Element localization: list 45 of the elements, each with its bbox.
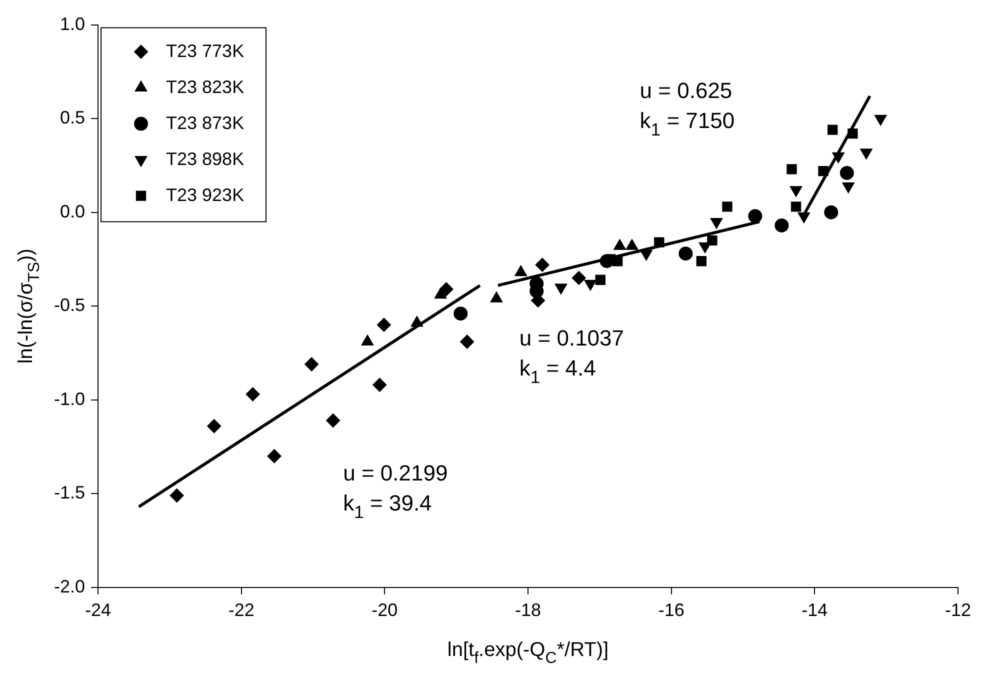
y-tick-label: -2.0 xyxy=(54,576,86,596)
point xyxy=(372,378,387,392)
x-tick-label: -18 xyxy=(515,600,542,620)
x-tick-label: -24 xyxy=(85,600,112,620)
legend-label: T23 823K xyxy=(166,76,244,97)
point xyxy=(460,334,474,349)
x-tick-label: -12 xyxy=(944,600,972,620)
legend-label: T23 898K xyxy=(166,148,244,169)
point xyxy=(827,124,838,135)
point xyxy=(678,246,693,261)
x-tick-label: -22 xyxy=(228,600,254,620)
point xyxy=(170,488,184,503)
legend-label: T23 773K xyxy=(166,40,244,61)
point xyxy=(267,449,282,464)
point xyxy=(790,202,802,212)
legend-label: T23 923K xyxy=(166,184,244,205)
point xyxy=(535,258,550,272)
x-tick-label: -14 xyxy=(802,600,828,620)
point xyxy=(595,274,606,285)
point xyxy=(439,282,454,296)
y-tick-label: 0.5 xyxy=(60,108,86,128)
y-tick-label: -1.0 xyxy=(54,388,86,409)
point xyxy=(572,270,586,285)
point xyxy=(707,235,718,246)
point xyxy=(824,205,838,220)
point xyxy=(840,166,854,180)
point xyxy=(376,318,391,332)
y-tick-label: 1.0 xyxy=(60,14,86,34)
y-tick-label: -0.5 xyxy=(54,295,86,316)
x-tick-label: -16 xyxy=(658,600,684,620)
point xyxy=(696,256,707,266)
point xyxy=(304,357,319,372)
y-tick-label: -1.5 xyxy=(54,482,86,503)
legend-label: T23 873K xyxy=(166,112,244,133)
x-tick-label: -20 xyxy=(372,600,398,620)
point xyxy=(722,202,732,212)
point xyxy=(246,387,260,402)
y-tick-label: 0.0 xyxy=(60,201,86,222)
y-axis-title: ln(-ln(σ/σTS)) xyxy=(15,248,43,364)
point xyxy=(786,164,797,174)
point xyxy=(207,419,222,434)
point xyxy=(774,218,789,232)
point xyxy=(454,306,468,321)
point xyxy=(748,209,762,224)
point xyxy=(326,413,340,428)
